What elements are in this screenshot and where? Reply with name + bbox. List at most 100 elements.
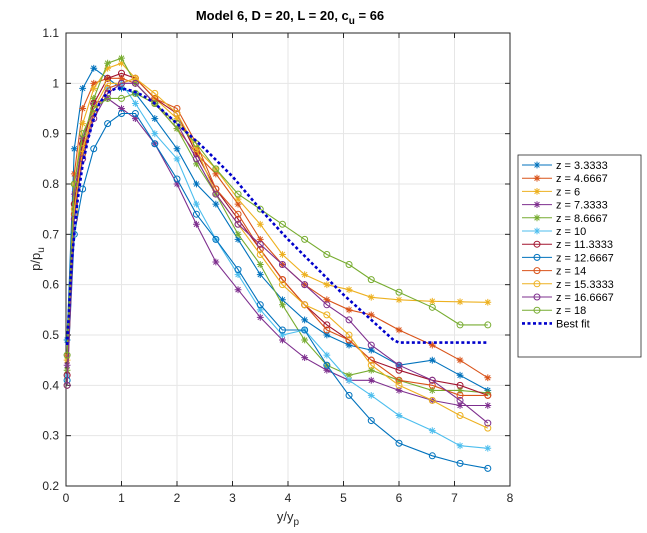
- legend-item: z = 18: [522, 305, 586, 317]
- data-point: [456, 442, 464, 450]
- legend-marker: [533, 227, 541, 235]
- data-point: [484, 391, 492, 399]
- data-point: [256, 240, 264, 248]
- legend-label: z = 11.3333: [556, 239, 613, 251]
- data-point: [173, 175, 181, 183]
- data-point: [234, 286, 242, 294]
- data-point: [173, 155, 181, 163]
- data-point: [367, 392, 375, 399]
- data-point: [173, 180, 181, 188]
- legend-label: z = 4.6667: [556, 173, 608, 185]
- legend-item: z = 11.3333: [522, 239, 613, 251]
- data-point: [323, 281, 331, 289]
- legend-label: z = 14: [556, 266, 586, 278]
- data-point: [301, 235, 309, 243]
- data-point: [278, 326, 286, 334]
- data-point: [118, 74, 125, 82]
- data-point: [367, 376, 375, 384]
- data-point: [484, 402, 492, 409]
- data-point: [323, 326, 331, 334]
- series-5: [63, 54, 492, 397]
- legend-marker: [533, 253, 541, 261]
- data-point: [234, 271, 242, 278]
- series-9: [63, 74, 492, 399]
- data-point: [193, 220, 200, 228]
- data-point: [173, 145, 181, 153]
- data-point: [151, 99, 159, 107]
- data-point: [234, 190, 242, 198]
- data-point: [301, 316, 309, 324]
- data-point: [63, 381, 71, 389]
- series-line: [66, 67, 489, 391]
- data-point: [131, 74, 139, 82]
- data-point: [456, 321, 464, 329]
- data-point: [90, 95, 98, 102]
- data-point: [301, 301, 309, 309]
- y-tick-label: 1: [52, 76, 59, 90]
- data-point: [104, 79, 112, 87]
- data-point: [212, 200, 220, 208]
- data-point: [279, 301, 286, 309]
- data-point: [395, 412, 403, 419]
- series-line: [66, 97, 488, 407]
- data-point: [428, 396, 436, 404]
- y-axis-label: p/pu: [28, 247, 47, 271]
- data-point: [70, 230, 78, 238]
- data-point: [456, 356, 464, 364]
- data-point: [301, 326, 309, 334]
- data-point: [367, 341, 375, 349]
- data-point: [428, 386, 436, 394]
- legend-marker: [533, 280, 541, 288]
- data-point: [345, 341, 353, 349]
- legend-marker: [533, 201, 541, 208]
- y-tick-label: 0.9: [42, 127, 59, 141]
- legend-marker: [533, 306, 541, 314]
- x-axis-label: y/yp: [277, 509, 300, 528]
- data-point: [256, 235, 264, 243]
- data-point: [192, 210, 200, 218]
- legend-label: Best fit: [556, 318, 590, 330]
- data-point: [395, 296, 403, 304]
- legend-item: z = 7.3333: [522, 200, 608, 212]
- data-point: [104, 94, 112, 102]
- x-tick-label: 8: [507, 491, 514, 505]
- data-point: [256, 271, 264, 278]
- data-point: [279, 251, 286, 258]
- legend-marker: [533, 267, 541, 275]
- data-point: [456, 371, 464, 379]
- data-point: [151, 89, 159, 97]
- x-tick-label: 3: [229, 491, 236, 505]
- data-point: [173, 115, 181, 122]
- data-point: [131, 79, 139, 87]
- data-point: [279, 331, 286, 339]
- y-tick-label: 1.1: [42, 26, 59, 40]
- data-point: [395, 366, 403, 374]
- x-tick-label: 0: [63, 491, 70, 505]
- data-point: [345, 306, 353, 314]
- data-point: [279, 336, 286, 344]
- data-point: [395, 386, 403, 394]
- series-line: [66, 82, 488, 449]
- legend-label: z = 15.3333: [556, 279, 614, 291]
- series-8: [63, 110, 492, 472]
- data-point: [118, 84, 125, 92]
- legend-label: z = 7.3333: [556, 200, 608, 212]
- data-point: [234, 220, 242, 228]
- data-point: [323, 366, 331, 374]
- data-point: [484, 444, 492, 452]
- data-point: [192, 155, 200, 163]
- axis-ticks: 0 1 2 3 4 5 6 7 8 0.2 0.3 0.4 0.5 0.6 0.7 0.8 0.9 1 1.1: [42, 26, 513, 505]
- legend-item: z = 16.6667: [522, 292, 614, 304]
- series-layer: [63, 54, 492, 472]
- data-point: [395, 326, 403, 334]
- data-point: [131, 89, 139, 97]
- data-point: [256, 220, 264, 228]
- legend-marker: [533, 188, 541, 195]
- x-tick-label: 1: [118, 491, 125, 505]
- data-point: [79, 84, 87, 92]
- data-point: [63, 336, 71, 344]
- legend-label: z = 6: [556, 186, 580, 198]
- data-point: [456, 402, 464, 409]
- data-point: [256, 205, 264, 213]
